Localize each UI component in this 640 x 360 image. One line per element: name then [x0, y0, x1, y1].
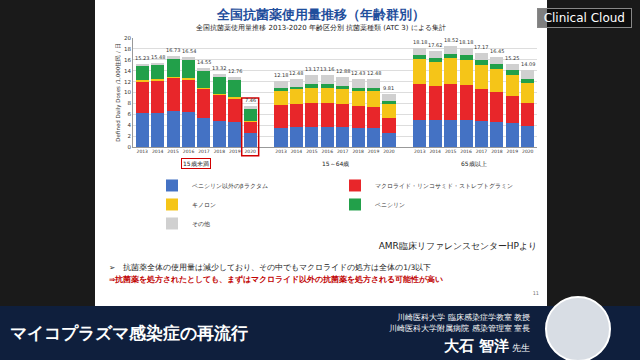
svg-text:17.17: 17.17 — [474, 44, 488, 50]
svg-text:15歳未満: 15歳未満 — [183, 160, 209, 167]
svg-text:12: 12 — [124, 79, 131, 85]
svg-text:2020: 2020 — [383, 149, 395, 154]
svg-text:2019: 2019 — [229, 149, 241, 154]
svg-text:2018: 2018 — [491, 149, 503, 154]
svg-text:10: 10 — [124, 89, 131, 95]
html-text:全国抗菌薬使用量推移（年齢群別）: 全国抗菌薬使用量推移（年齢群別） — [217, 7, 425, 22]
svg-text:2014: 2014 — [152, 149, 164, 154]
svg-text:2017: 2017 — [337, 149, 349, 154]
html-text:AMR臨床リファレンスセンターHPより: AMR臨床リファレンスセンターHPより — [378, 241, 537, 251]
svg-text:13.16: 13.16 — [320, 66, 334, 72]
svg-text:12.76: 12.76 — [228, 68, 242, 74]
svg-text:0: 0 — [127, 144, 131, 150]
svg-text:2014: 2014 — [430, 149, 442, 154]
svg-text:15.48: 15.48 — [151, 54, 165, 60]
svg-text:2015: 2015 — [445, 149, 457, 154]
html-text:大石 智洋 先生: 大石 智洋 先生 — [443, 337, 530, 355]
svg-text:ペニシリン: ペニシリン — [375, 202, 405, 208]
svg-text:12.48: 12.48 — [367, 70, 381, 76]
svg-text:Defined Daily Doses /1,000住民 /: Defined Daily Doses /1,000住民 / 日 — [115, 43, 122, 141]
svg-text:15.23: 15.23 — [135, 55, 149, 61]
html-text:マイコプラズマ感染症の再流行: マイコプラズマ感染症の再流行 — [10, 323, 248, 343]
svg-text:4: 4 — [127, 122, 131, 128]
svg-text:2018: 2018 — [214, 149, 226, 154]
svg-text:キノロン: キノロン — [192, 202, 216, 208]
svg-text:6: 6 — [127, 111, 131, 117]
svg-text:16: 16 — [124, 57, 131, 63]
svg-text:2020: 2020 — [522, 149, 534, 154]
svg-text:12.43: 12.43 — [351, 70, 365, 76]
svg-text:2013: 2013 — [414, 149, 426, 154]
html-text:川崎医科大学 臨床感染症学教室 教授: 川崎医科大学 臨床感染症学教室 教授 — [397, 313, 530, 322]
svg-text:16.54: 16.54 — [182, 48, 196, 54]
svg-text:2015: 2015 — [167, 149, 179, 154]
svg-text:2013: 2013 — [275, 149, 287, 154]
svg-text:マクロライド・リンコサミド・ストレプトグラミン: マクロライド・リンコサミド・ストレプトグラミン — [375, 182, 513, 189]
svg-text:18.52: 18.52 — [444, 37, 458, 43]
svg-text:2016: 2016 — [322, 149, 334, 154]
svg-text:12.88: 12.88 — [336, 68, 350, 74]
svg-text:9.81: 9.81 — [383, 85, 394, 91]
html-text:Clinical Cloud: Clinical Cloud — [543, 11, 625, 25]
svg-text:12.18: 12.18 — [274, 72, 288, 78]
svg-text:65歳以上: 65歳以上 — [461, 160, 487, 167]
svg-text:17.62: 17.62 — [428, 42, 442, 48]
svg-text:2019: 2019 — [507, 149, 519, 154]
svg-text:ペニシリン以外のβラクタム: ペニシリン以外のβラクタム — [192, 183, 268, 190]
html-text:⇒抗菌薬を処方されたとしても、まずはマクロライド以外の抗菌薬: ⇒抗菌薬を処方されたとしても、まずはマクロライド以外の抗菌薬を処方される可能性が… — [109, 275, 444, 284]
svg-text:8: 8 — [127, 100, 131, 106]
svg-text:2016: 2016 — [460, 149, 472, 154]
svg-text:2020: 2020 — [244, 149, 256, 154]
svg-text:2015: 2015 — [306, 149, 318, 154]
html-text:川崎医科大学附属病院 感染管理室 室長: 川崎医科大学附属病院 感染管理室 室長 — [389, 324, 530, 333]
svg-text:2017: 2017 — [198, 149, 210, 154]
svg-text:15.25: 15.25 — [505, 55, 519, 61]
svg-text:2019: 2019 — [368, 149, 380, 154]
svg-text:12.48: 12.48 — [289, 70, 303, 76]
svg-text:15～64歳: 15～64歳 — [322, 160, 349, 167]
svg-text:18: 18 — [124, 46, 131, 52]
svg-text:2: 2 — [127, 133, 131, 139]
svg-text:13.32: 13.32 — [212, 65, 226, 71]
svg-text:7.46: 7.46 — [245, 97, 256, 103]
html-text:11: 11 — [532, 290, 539, 296]
svg-text:14.55: 14.55 — [197, 59, 211, 65]
svg-text:14.09: 14.09 — [521, 61, 535, 67]
svg-text:20: 20 — [124, 35, 131, 41]
svg-text:13.17: 13.17 — [305, 66, 319, 72]
svg-text:18.18: 18.18 — [413, 39, 427, 45]
svg-text:14: 14 — [124, 68, 131, 74]
svg-text:18.18: 18.18 — [459, 39, 473, 45]
svg-text:2017: 2017 — [476, 149, 488, 154]
svg-text:2016: 2016 — [183, 149, 195, 154]
svg-text:16.73: 16.73 — [166, 47, 180, 53]
html-text:➢ 抗菌薬全体の使用量は減少しており、その中でもマクロライド: ➢ 抗菌薬全体の使用量は減少しており、その中でもマクロライドの処方は全体の1/3… — [109, 263, 432, 272]
svg-text:2018: 2018 — [352, 149, 364, 154]
svg-text:その他: その他 — [192, 221, 210, 228]
svg-text:2014: 2014 — [291, 149, 303, 154]
svg-text:全国抗菌薬使用量推移 2013-2020 年齢区分別 抗菌薬: 全国抗菌薬使用量推移 2013-2020 年齢区分別 抗菌薬種類 (ATC 3)… — [196, 24, 445, 32]
svg-text:2013: 2013 — [137, 149, 149, 154]
svg-text:16.45: 16.45 — [490, 48, 504, 54]
